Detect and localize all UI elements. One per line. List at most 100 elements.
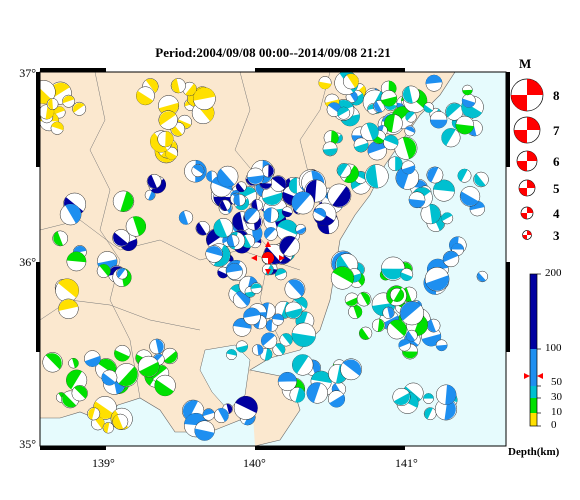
focal-mechanism: [205, 245, 223, 263]
focal-mechanism: [327, 390, 346, 408]
focal-mechanism: [364, 164, 389, 189]
focal-mechanism: [400, 268, 414, 281]
focal-mechanism: [426, 318, 441, 333]
focal-mechanism: [423, 407, 437, 421]
focal-mechanism: [226, 234, 240, 248]
focal-mechanism: [136, 86, 155, 106]
focal-mechanism: [276, 219, 298, 242]
focal-mechanism: [154, 374, 176, 397]
focal-mechanism: [322, 141, 338, 157]
focal-mechanism: [330, 266, 355, 290]
focal-mechanism: [457, 168, 472, 183]
focal-mechanism: [66, 251, 87, 272]
focal-mechanism: [398, 339, 411, 352]
lon-label-141: 141°: [395, 456, 418, 470]
focal-mechanism: [96, 264, 111, 278]
focal-mechanism: [425, 74, 443, 92]
focal-mechanism: [193, 87, 216, 111]
focal-mechanism: [219, 199, 231, 212]
focal-mechanism: [226, 263, 243, 280]
focal-mechanism: [323, 130, 339, 146]
focal-mechanism: [277, 371, 297, 392]
focal-mechanism: [367, 141, 387, 161]
map-title: Period:2004/09/08 00:00--2014/09/08 21:2…: [155, 45, 391, 60]
focal-mechanism: [382, 306, 395, 319]
focal-mechanism: [62, 94, 76, 108]
lat-label-36: 36°: [19, 255, 36, 269]
focal-mechanism: [260, 332, 278, 349]
focal-mechanism: [405, 111, 417, 123]
focal-mechanism: [112, 190, 135, 212]
focal-mechanism: [455, 115, 475, 135]
focal-mechanism: [191, 164, 205, 178]
frame-ticks: [36, 68, 510, 450]
focal-mechanism: [336, 163, 352, 178]
focal-mechanism: [436, 384, 457, 405]
lat-label-35: 35°: [19, 437, 36, 451]
depth-tick-100: 100: [545, 342, 562, 354]
highlight-event: [251, 241, 285, 275]
focal-mechanism: [337, 106, 351, 120]
focal-mechanism: [137, 355, 160, 378]
focal-mechanism: [252, 344, 264, 356]
depth-tick-50: 50: [551, 376, 562, 388]
focal-mechanism: [52, 230, 69, 247]
focal-mechanism: [58, 298, 79, 319]
focal-mechanism: [87, 407, 101, 421]
focal-mechanism: [55, 278, 79, 303]
magnitude-label-4: 4: [553, 206, 560, 221]
focal-mechanism: [50, 121, 64, 135]
magnitude-label-3: 3: [553, 228, 560, 243]
focal-mechanism: [112, 413, 129, 430]
focal-mechanism: [340, 358, 362, 381]
focal-mechanism: [392, 387, 411, 407]
focal-mechanism: [344, 292, 360, 307]
focal-mechanism: [194, 420, 215, 441]
focal-mechanism: [170, 78, 186, 94]
focal-mechanism: [404, 125, 416, 137]
focal-mechanism: [408, 191, 426, 209]
focal-mechanism: [42, 352, 63, 373]
focal-mechanism: [401, 85, 420, 104]
focal-mechanism: [233, 193, 246, 207]
focal-mechanism: [426, 166, 444, 184]
focal-mechanism: [161, 347, 179, 365]
focal-mechanism: [246, 167, 265, 185]
focal-mechanism: [178, 210, 194, 225]
focal-mechanism: [442, 250, 460, 268]
focal-mechanism: [72, 101, 87, 116]
focal-mechanism: [432, 179, 455, 202]
focal-mechanism: [279, 235, 300, 257]
focal-mechanism: [289, 386, 306, 403]
focal-mechanism: [195, 221, 211, 236]
focal-mechanism: [271, 313, 284, 326]
depth-tick-10: 10: [551, 406, 562, 418]
focal-mechanism: [279, 333, 293, 347]
depth-colorbar: [524, 273, 543, 427]
focal-mechanism: [429, 111, 448, 129]
focal-mechanism: [387, 319, 407, 340]
focal-mechanism: [371, 318, 386, 332]
focal-mechanism: [423, 102, 434, 113]
focal-mechanism: [213, 218, 234, 238]
lat-label-37: 37°: [19, 66, 36, 80]
focal-mechanism: [462, 84, 473, 96]
focal-mechanism: [125, 216, 147, 237]
focal-mechanism: [441, 212, 454, 225]
focal-mechanism: [356, 291, 372, 307]
focal-mechanism: [217, 165, 239, 188]
magnitude-label-5: 5: [553, 181, 560, 196]
magnitude-label-6: 6: [553, 154, 560, 169]
focal-mechanism: [292, 354, 314, 376]
focal-mechanism: [312, 207, 327, 222]
focal-mechanism: [306, 382, 328, 404]
focal-mechanism: [342, 73, 359, 90]
focal-mechanism: [102, 422, 114, 434]
depth-tick-0: 0: [551, 419, 557, 431]
focal-mechanism: [435, 339, 448, 352]
focal-mechanism: [399, 300, 425, 326]
focal-mechanism: [291, 191, 315, 215]
magnitude-header: M: [519, 56, 532, 71]
focal-mechanism: [71, 385, 88, 402]
